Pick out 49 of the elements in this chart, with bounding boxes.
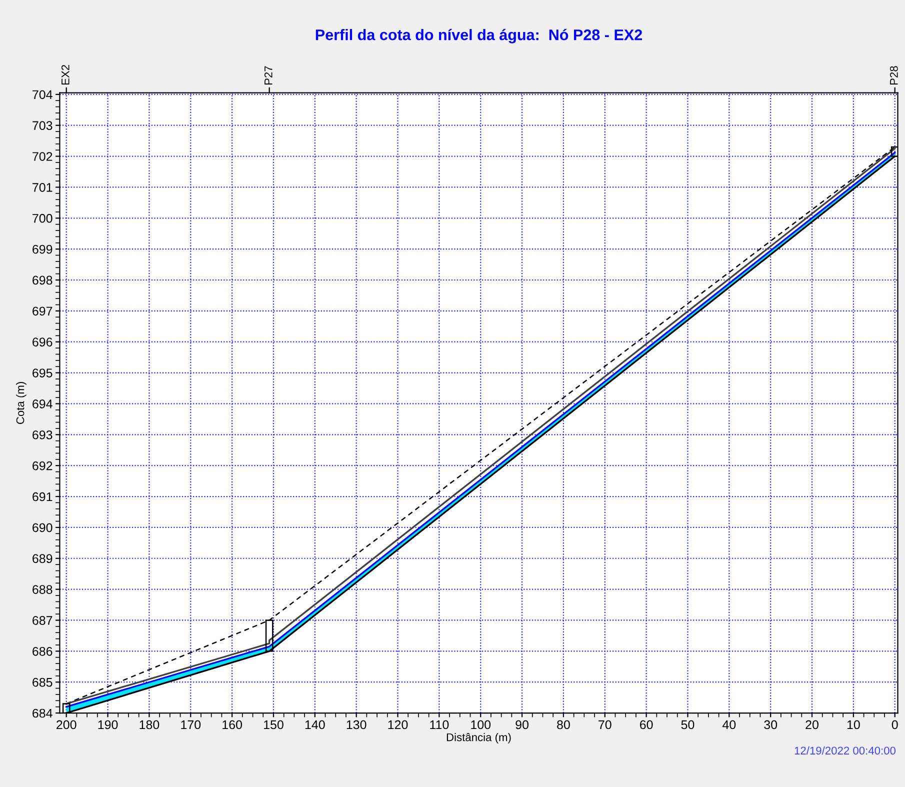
x-tick-label: 0: [892, 720, 898, 730]
x-tick-label: 110: [430, 720, 449, 730]
y-tick-label: 700: [32, 214, 52, 223]
x-tick-label: 20: [806, 720, 818, 730]
y-tick-label: 690: [32, 523, 52, 532]
y-axis-title: Cota (m): [16, 382, 26, 424]
y-tick-label: 696: [32, 338, 52, 347]
y-tick-label: 694: [32, 400, 52, 408]
x-tick-label: 200: [56, 720, 76, 730]
text: EX2: [61, 64, 70, 85]
y-tick-label: 686: [32, 646, 52, 656]
y-tick-label: 699: [32, 244, 52, 254]
x-tick-label: 180: [140, 720, 160, 730]
y-tick-label: 701: [32, 183, 52, 192]
x-tick-label: 190: [98, 720, 118, 730]
y-tick-label: 704: [32, 90, 52, 100]
y-tick-label: 695: [32, 368, 52, 378]
text: P27: [264, 66, 272, 85]
x-tick-label: 40: [722, 720, 736, 730]
x-tick-label: 140: [305, 720, 325, 730]
y-tick-label: 689: [32, 554, 52, 564]
y-tick-label: 685: [32, 678, 52, 687]
y-tick-label: 688: [32, 585, 52, 594]
x-tick-label: 170: [181, 720, 201, 730]
x-tick-label: 100: [471, 720, 491, 730]
x-tick-label: 130: [346, 720, 366, 730]
y-tick-label: 703: [32, 121, 52, 130]
x-tick-label: 10: [847, 720, 860, 730]
x-tick-label: 70: [598, 720, 612, 730]
y-tick-label: 702: [32, 152, 52, 161]
y-tick-label: 684: [32, 708, 52, 718]
y-tick-label: 698: [32, 276, 52, 285]
y-tick-label: 693: [32, 430, 52, 440]
y-tick-label: 691: [32, 492, 52, 502]
x-tick-label: 30: [764, 720, 778, 730]
x-tick-label: 160: [222, 720, 242, 730]
text: P28: [890, 66, 898, 85]
x-axis-title: Distância (m): [446, 733, 511, 744]
x-tick-label: 150: [264, 720, 284, 730]
chart-title: Perfil da cota do nível da água: Nó P28 - EX2: [316, 28, 642, 44]
x-tick-label: 90: [516, 720, 528, 730]
y-tick-label: 697: [32, 306, 52, 316]
x-tick-label: 80: [557, 720, 570, 730]
y-tick-label: 692: [32, 461, 52, 470]
text: 12/19/2022 00:40:00: [794, 746, 896, 755]
x-tick-label: 50: [681, 720, 694, 730]
y-tick-label: 687: [32, 616, 52, 625]
x-tick-label: 60: [640, 720, 653, 730]
x-tick-label: 120: [388, 720, 408, 730]
